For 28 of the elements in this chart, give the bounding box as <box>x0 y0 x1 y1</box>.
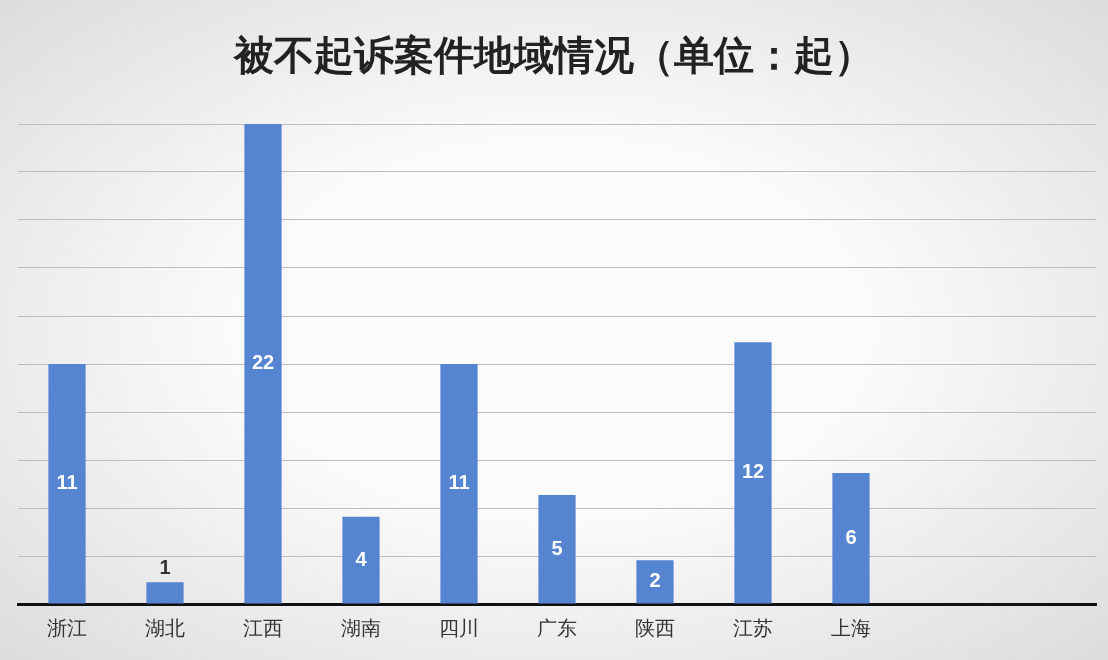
data-label: 12 <box>741 460 765 483</box>
data-label: 11 <box>56 471 78 494</box>
x-tick-label: 广东 <box>537 616 577 641</box>
bar <box>146 582 184 604</box>
x-tick-label: 湖北 <box>145 616 185 641</box>
data-label: 4 <box>355 547 368 570</box>
bar <box>48 364 86 604</box>
data-label: 22 <box>251 351 275 374</box>
x-tick-label: 陕西 <box>635 616 675 641</box>
bar <box>832 473 870 604</box>
x-tick-label: 湖南 <box>341 616 381 641</box>
data-label: 1 <box>159 555 171 578</box>
x-tick-label: 上海 <box>831 616 871 641</box>
data-label: 6 <box>845 525 857 548</box>
bar <box>440 364 478 604</box>
bar <box>734 342 772 604</box>
x-tick-label: 四川 <box>439 616 479 641</box>
chart-title: 被不起诉案件地域情况（单位：起） <box>232 31 875 80</box>
data-label: 2 <box>649 569 661 592</box>
data-label: 5 <box>551 536 563 559</box>
x-tick-label: 浙江 <box>47 616 87 641</box>
bar <box>636 560 674 604</box>
data-label: 11 <box>448 471 470 494</box>
bar <box>538 494 576 604</box>
bar <box>342 516 380 604</box>
x-tick-label: 江西 <box>243 616 283 641</box>
x-tick-label: 江苏 <box>733 616 773 641</box>
bar <box>244 124 282 604</box>
